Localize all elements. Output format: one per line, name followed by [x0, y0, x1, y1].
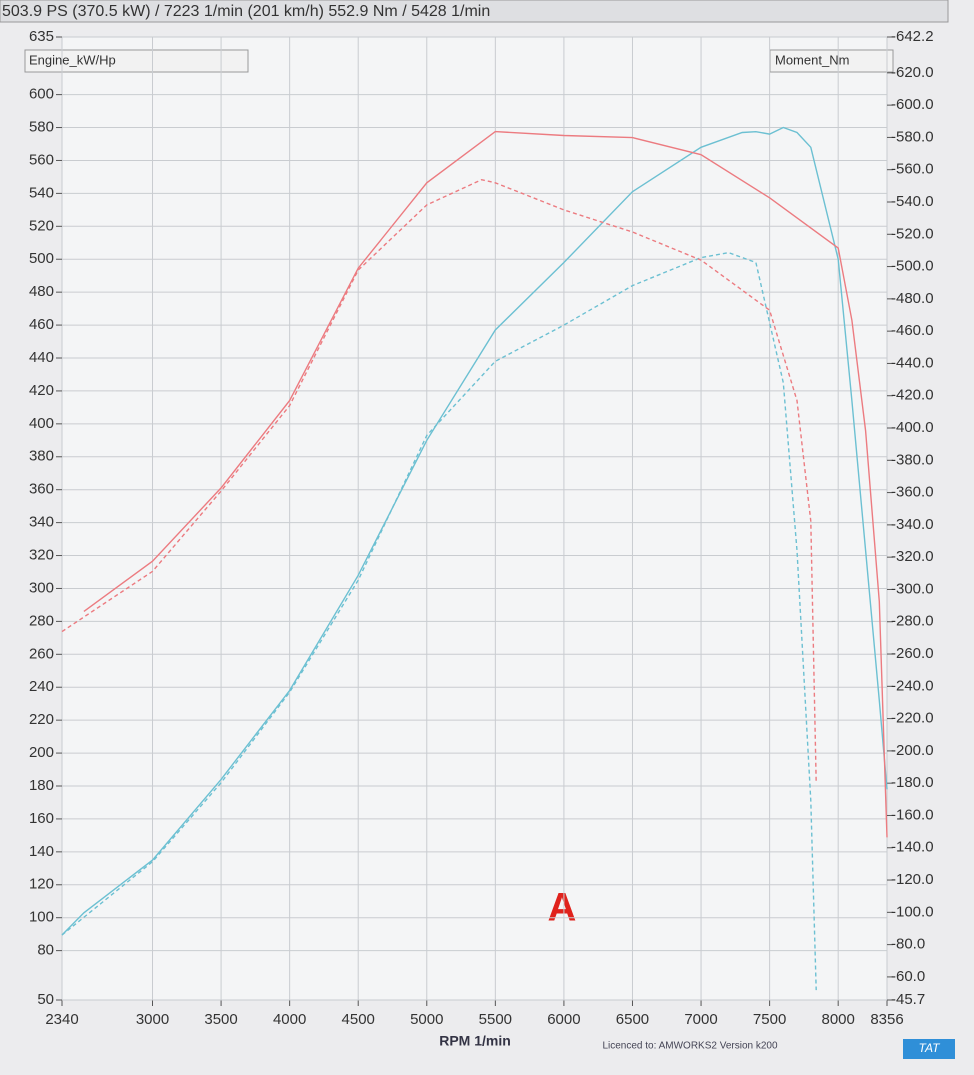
- y2-tick-label: -360.0: [891, 484, 934, 501]
- y2-tick-label: -160.0: [891, 806, 934, 823]
- y2-tick-label: -120.0: [891, 871, 934, 888]
- y2-tick-label: -520.0: [891, 225, 934, 242]
- y2-tick-label: -340.0: [891, 516, 934, 533]
- x-tick-label: 3000: [136, 1011, 169, 1028]
- footer: Licenced to: AMWORKS2 Version k200: [602, 1041, 778, 1052]
- x-tick-label: 8356: [870, 1011, 903, 1028]
- header-bar: [0, 0, 949, 23]
- y-tick-label: 240: [29, 678, 54, 695]
- y2-tick-label: -500.0: [891, 258, 934, 275]
- y2-axis-label: Moment_Nm: [775, 52, 849, 67]
- x-tick-label: 8000: [821, 1011, 854, 1028]
- x-tick-label: 4000: [273, 1011, 306, 1028]
- x-tick-label: 7500: [753, 1011, 786, 1028]
- header: 503.9 PS (370.5 kW) / 7223 1/min (201 km…: [2, 3, 490, 20]
- y2-tick-label: -320.0: [891, 548, 934, 565]
- x-tick-label: 3500: [204, 1011, 237, 1028]
- plot: 2340 3000 3500 4000 4500 5000 5500 6000 6500 7000…: [29, 28, 934, 1028]
- y2-tick-label: -540.0: [891, 193, 934, 210]
- y-tick-label: 120: [29, 876, 54, 893]
- y2-tick-label: -620.0: [891, 64, 934, 81]
- x-tick-label: 5000: [410, 1011, 443, 1028]
- y2-tick-label: -180.0: [891, 774, 934, 791]
- y-tick-label: 80: [37, 942, 54, 959]
- y2-tick-label: -580.0: [891, 128, 934, 145]
- y-tick-label: 50: [37, 991, 54, 1008]
- y-tick-label: 180: [29, 777, 54, 794]
- y-tick-label: 560: [29, 151, 54, 168]
- y-tick-label: 160: [29, 810, 54, 827]
- y-tick-label: 360: [29, 481, 54, 498]
- tat-button[interactable]: [903, 1039, 955, 1059]
- y-tick-label: 340: [29, 514, 54, 531]
- x-axis-label: RPM 1/min: [439, 1033, 511, 1049]
- y-tick-label: 320: [29, 547, 54, 564]
- y-tick-label: 540: [29, 184, 54, 201]
- y-tick-label: 220: [29, 711, 54, 728]
- y2-tick-label: -440.0: [891, 354, 934, 371]
- y2-tick-label: -460.0: [891, 322, 934, 339]
- y2-tick-label: -45.7: [891, 991, 925, 1008]
- y-tick-label: 520: [29, 217, 54, 234]
- y-tick-label: 480: [29, 283, 54, 300]
- y-tick-label: 300: [29, 579, 54, 596]
- annotation: A: [548, 886, 577, 930]
- y2-tick-label: -100.0: [891, 903, 934, 920]
- y-tick-label: 140: [29, 843, 54, 860]
- y-tick-label: 400: [29, 415, 54, 432]
- plot-area: [61, 36, 888, 1001]
- y-axis-label: Engine_kW/Hp: [29, 52, 116, 67]
- series-line: [61, 178, 817, 784]
- y2-tick-label: -200.0: [891, 742, 934, 759]
- y2-tick-label: -380.0: [891, 451, 934, 468]
- y-tick-label: 580: [29, 119, 54, 136]
- y-tick-label: 500: [29, 250, 54, 267]
- y-tick-label: 260: [29, 645, 54, 662]
- y-tick-label: 635: [29, 28, 54, 45]
- series-line: [83, 130, 888, 838]
- y2-tick-label: -420.0: [891, 387, 934, 404]
- tat-button-label[interactable]: TAT: [919, 1041, 942, 1055]
- y2-tick-label: -280.0: [891, 613, 934, 630]
- y-tick-label: 380: [29, 448, 54, 465]
- y2-tick-label: -480.0: [891, 290, 934, 307]
- y2-tick-label: -400.0: [891, 419, 934, 436]
- x-tick-label: 6000: [547, 1011, 580, 1028]
- y2-tick-label: -60.0: [891, 968, 925, 985]
- y2-tick-label: -140.0: [891, 839, 934, 856]
- y-tick-label: 420: [29, 382, 54, 399]
- x-tick-label: 7000: [684, 1011, 717, 1028]
- y-label-box: [24, 49, 249, 73]
- y2-tick-label: -300.0: [891, 580, 934, 597]
- y-tick-label: 440: [29, 349, 54, 366]
- y2-tick-label: -560.0: [891, 161, 934, 178]
- x-tick-label: 2340: [45, 1011, 78, 1028]
- y-tick-label: 460: [29, 316, 54, 333]
- y2-tick-label: -240.0: [891, 677, 934, 694]
- y-tick-label: 600: [29, 86, 54, 103]
- y2-tick-label: -220.0: [891, 710, 934, 727]
- y-tick-label: 280: [29, 612, 54, 629]
- x-tick-label: 6500: [616, 1011, 649, 1028]
- x-tick-label: 4500: [342, 1011, 375, 1028]
- y2-tick-label: -642.2: [891, 28, 934, 45]
- series-line: [61, 126, 888, 936]
- y2-tick-label: -600.0: [891, 96, 934, 113]
- y2-tick-label: -80.0: [891, 936, 925, 953]
- y2-tick-label: -260.0: [891, 645, 934, 662]
- x-tick-label: 5500: [479, 1011, 512, 1028]
- y-tick-label: 200: [29, 744, 54, 761]
- y-tick-label: 100: [29, 909, 54, 926]
